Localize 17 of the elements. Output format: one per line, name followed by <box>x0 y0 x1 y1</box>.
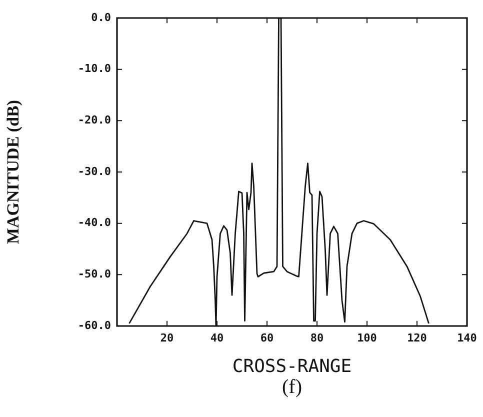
x-tick-label: 100 <box>357 331 377 344</box>
y-axis-title: MAGNITUDE (dB) <box>4 100 23 244</box>
x-axis-title: CROSS-RANGE <box>232 356 352 377</box>
x-tick-label: 20 <box>160 331 174 344</box>
x-tick-label: 80 <box>310 331 324 344</box>
y-tick-label: -30.0 <box>78 164 111 178</box>
x-tick-label: 120 <box>407 331 427 344</box>
x-tick-label: 40 <box>210 331 224 344</box>
y-tick-label: -40.0 <box>78 216 111 230</box>
y-tick-label: -50.0 <box>78 268 111 281</box>
x-tick-label: 60 <box>260 331 274 344</box>
text: (f) <box>281 376 303 399</box>
y-tick-label: -10.0 <box>78 62 111 76</box>
y-tick-label: -60.0 <box>78 318 111 332</box>
y-tick-label: -20.0 <box>78 114 111 127</box>
x-tick-label: 140 <box>457 331 477 344</box>
y-tick-label: 0.0 <box>91 10 111 24</box>
